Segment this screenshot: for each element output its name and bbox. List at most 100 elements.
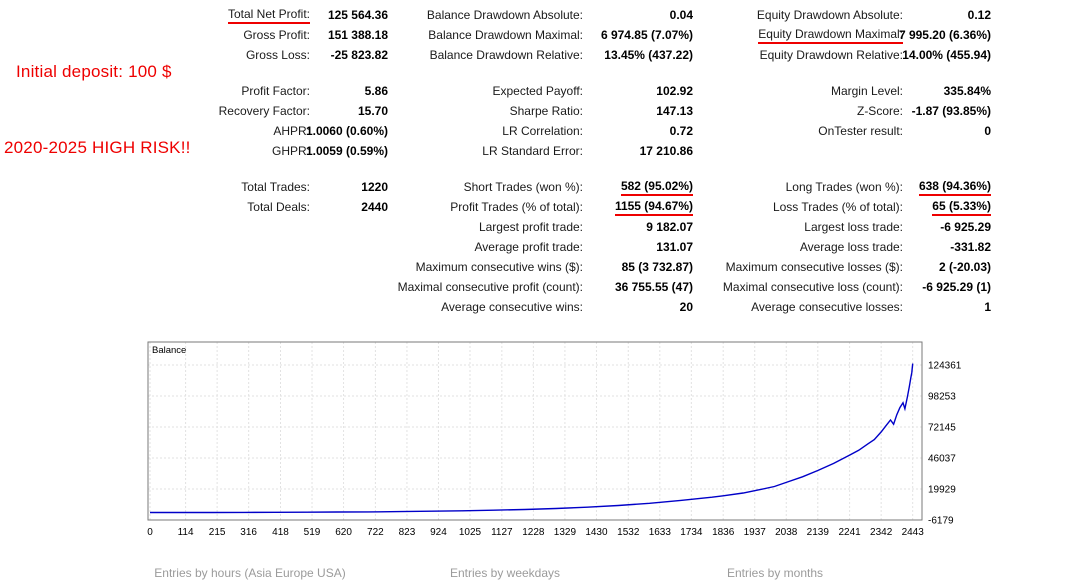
stat-value: 20 — [679, 300, 693, 314]
x-axis-tick: 114 — [178, 527, 194, 538]
stat-value: 1155 (94.67%) — [583, 197, 693, 217]
y-axis-tick: 124361 — [928, 361, 962, 372]
stat-value: 6 974.85 (7.07%) — [600, 28, 693, 42]
initial-deposit-annotation: Initial deposit: 100 $ — [16, 62, 172, 81]
x-axis-tick: 1228 — [522, 527, 545, 538]
stat-value: -6 925.29 — [940, 220, 991, 234]
x-axis-tick: 823 — [399, 527, 416, 538]
stat-label: Largest loss trade: — [804, 220, 903, 234]
stat-label: Gross Loss: — [245, 48, 310, 62]
stat-label: Long Trades (won %): — [785, 180, 903, 194]
stat-label — [693, 141, 903, 161]
x-axis-tick: 2038 — [775, 527, 798, 538]
x-axis-tick: 2139 — [807, 527, 830, 538]
stats-block-1: Total Net Profit: 125 564.36 Balance Drawd… — [0, 5, 991, 65]
stat-label: Margin Level: — [830, 84, 903, 98]
stat-label — [0, 237, 310, 257]
stat-label: Z-Score: — [856, 104, 903, 118]
stat-label: Profit Factor: — [241, 84, 310, 98]
balance-line — [150, 363, 914, 514]
x-axis-tick: 1532 — [617, 527, 640, 538]
stat-label: Total Deals: — [247, 200, 310, 214]
stat-value: 9 182.07 — [646, 220, 693, 234]
stat-value: 15.70 — [357, 104, 388, 118]
stat-value — [310, 257, 388, 277]
stat-value: 125 564.36 — [327, 8, 388, 22]
chart-legend-balance: Balance — [152, 345, 186, 356]
stat-label: Recovery Factor: — [218, 104, 310, 118]
x-axis-tick: 519 — [304, 527, 321, 538]
stat-value — [310, 277, 388, 297]
stat-label: Equity Drawdown Maximal: — [693, 25, 903, 45]
stat-label: Total Net Profit: — [0, 5, 310, 25]
x-axis-tick: 1836 — [712, 527, 735, 538]
stat-label: Short Trades (won %): — [463, 180, 583, 194]
stat-value — [310, 217, 388, 237]
stat-value: -6 925.29 (1) — [922, 280, 991, 294]
x-axis-tick: 1127 — [491, 527, 513, 538]
stat-label: Profit Trades (% of total): — [450, 200, 583, 214]
y-axis-tick: 46037 — [928, 454, 956, 465]
stat-label: Equity Drawdown Absolute: — [756, 8, 903, 22]
stat-value: 0.04 — [669, 8, 693, 22]
stat-label: Average consecutive wins: — [441, 300, 583, 314]
stat-value: 131.07 — [656, 240, 693, 254]
stat-label: LR Correlation: — [502, 124, 583, 138]
stat-value: -25 823.82 — [330, 48, 388, 62]
x-axis-tick: 1633 — [649, 527, 672, 538]
stats-block-3: Total Trades: 1220 Short Trades (won %): 58… — [0, 177, 991, 317]
stat-value: 1220 — [361, 180, 388, 194]
section-title-entries-by-months: Entries by months — [726, 566, 824, 580]
stat-value — [903, 141, 991, 161]
stat-value: 7 995.20 (6.36%) — [898, 28, 991, 42]
stat-label: Maximum consecutive wins ($): — [415, 260, 583, 274]
section-title-entries-by-hours: Entries by hours (Asia Europe USA) — [154, 566, 346, 580]
stat-value: -331.82 — [950, 240, 991, 254]
y-axis-tick: 98253 — [928, 392, 956, 403]
stat-label — [0, 277, 310, 297]
stat-label — [0, 257, 310, 277]
stat-value: 0.12 — [967, 8, 991, 22]
stat-value: -1.87 (93.85%) — [911, 104, 991, 118]
section-title-entries-by-weekdays: Entries by weekdays — [449, 566, 561, 580]
stat-label: LR Standard Error: — [482, 144, 583, 158]
stat-value: 0 — [984, 124, 991, 138]
x-axis-tick: 2443 — [902, 527, 925, 538]
stat-value: 151 388.18 — [327, 28, 388, 42]
stat-label: Maximum consecutive losses ($): — [725, 260, 903, 274]
stat-label: AHPR: — [273, 124, 310, 138]
stat-label: Balance Drawdown Maximal: — [428, 28, 583, 42]
x-axis-tick: 2342 — [870, 527, 893, 538]
stat-label: Balance Drawdown Relative: — [429, 48, 583, 62]
stat-label: Gross Profit: — [243, 28, 310, 42]
x-axis-tick: 1329 — [554, 527, 577, 538]
stat-value: 85 (3 732.87) — [621, 260, 693, 274]
stat-label: Largest profit trade: — [478, 220, 583, 234]
stat-value: 1.0059 (0.59%) — [305, 144, 388, 158]
stat-value: 17 210.86 — [639, 144, 693, 158]
x-axis-tick: 722 — [367, 527, 384, 538]
stat-value: 0.72 — [669, 124, 693, 138]
y-axis-tick: 19929 — [928, 485, 956, 496]
stat-label: Total Trades: — [241, 180, 310, 194]
x-axis-tick: 620 — [335, 527, 352, 538]
stat-label: Balance Drawdown Absolute: — [426, 8, 583, 22]
x-axis-tick: 2241 — [839, 527, 862, 538]
stat-label — [0, 297, 310, 317]
stat-label: OnTester result: — [818, 124, 903, 138]
stat-value: 14.00% (455.94) — [902, 48, 991, 62]
stat-label: Equity Drawdown Relative: — [759, 48, 903, 62]
stat-value: 147.13 — [656, 104, 693, 118]
stat-label: Loss Trades (% of total): — [772, 200, 903, 214]
x-axis-tick: 1430 — [585, 527, 608, 538]
stat-value: 638 (94.36%) — [903, 177, 991, 197]
stat-value: 1 — [984, 300, 991, 314]
stat-label — [0, 217, 310, 237]
stat-label: Maximal consecutive profit (count): — [397, 280, 583, 294]
stat-label: Expected Payoff: — [492, 84, 583, 98]
x-axis-tick: 1937 — [744, 527, 767, 538]
stat-value: 335.84% — [943, 84, 991, 98]
stat-value: 65 (5.33%) — [903, 197, 991, 217]
x-axis-tick: 924 — [430, 527, 447, 538]
y-axis-tick: 72145 — [928, 423, 956, 434]
